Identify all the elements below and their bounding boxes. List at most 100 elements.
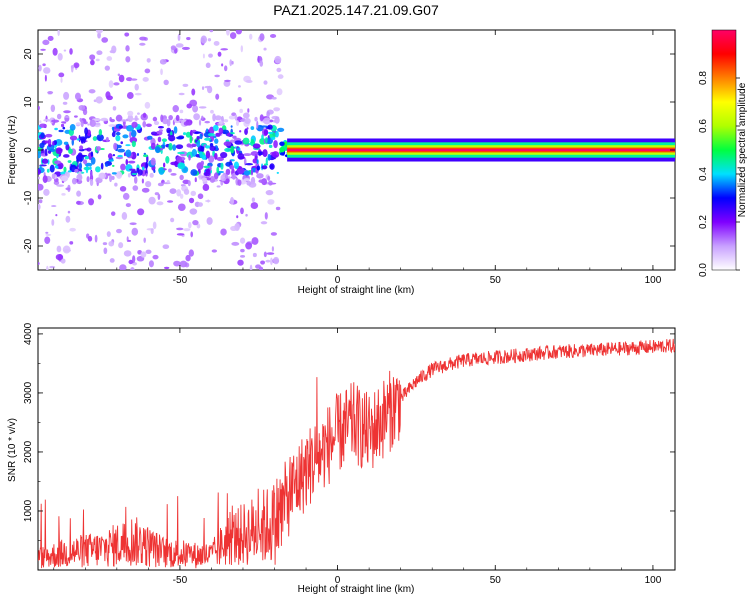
spectrogram-speckle <box>76 190 82 197</box>
spectrogram-speckle <box>172 144 177 151</box>
spectrogram-speckle <box>190 190 197 197</box>
chart-element <box>38 30 675 270</box>
spectrogram-speckle <box>239 130 242 133</box>
spectrogram-speckle <box>237 179 242 186</box>
spectrogram-speckle <box>60 77 63 83</box>
spectrogram-speckle <box>272 256 280 265</box>
spectrogram-speckle <box>113 142 118 151</box>
spectrogram-speckle <box>100 117 109 122</box>
spectrogram-speckle <box>267 131 274 135</box>
spectrogram-speckle <box>208 155 215 163</box>
spectrogram-speckle <box>176 156 182 163</box>
snr-xtick-label: 0 <box>335 575 341 586</box>
spectrogram-speckle <box>175 43 184 48</box>
spectrogram-speckle <box>57 53 63 61</box>
spectrogram-speckle <box>115 228 122 234</box>
spectrogram-speckle <box>223 80 231 87</box>
spectrogram-speckle <box>231 60 234 65</box>
spectrogram-speckle <box>236 167 245 175</box>
spectrogram-speckle <box>95 58 100 62</box>
spectrogram-speckle <box>270 232 278 236</box>
spectrogram-speckle <box>54 127 58 131</box>
spectrogram-speckle <box>228 176 231 179</box>
spectrogram-xtick-label: 0 <box>335 275 341 286</box>
spectrogram-speckle <box>152 116 158 122</box>
spectrogram-speckle <box>157 193 161 200</box>
spectrogram-speckle <box>206 85 213 94</box>
spectrogram-speckle <box>84 127 89 135</box>
spectrogram-speckle <box>163 79 169 86</box>
spectrogram-speckle <box>220 228 227 236</box>
spectrogram-speckle <box>110 211 116 216</box>
spectrogram-speckle <box>214 138 219 144</box>
spectrogram-speckle <box>231 112 237 116</box>
spectrogram-speckle <box>205 199 211 202</box>
spectrogram-xtick-label: -50 <box>173 275 188 286</box>
spectrogram-speckle <box>38 168 41 175</box>
spectrogram-speckle <box>51 219 55 226</box>
spectrogram-speckle <box>90 170 93 179</box>
spectrogram-speckle <box>240 45 244 53</box>
spectrogram-speckle <box>214 115 222 121</box>
spectrogram-speckle <box>229 32 237 40</box>
spectrogram-speckle <box>243 170 251 176</box>
spectrogram-speckle <box>265 259 271 263</box>
spectrogram-speckle <box>44 74 47 82</box>
spectrogram-speckle <box>51 119 60 123</box>
spectrogram-speckle <box>104 65 110 71</box>
spectrogram-speckle <box>75 122 82 126</box>
spectrogram-speckle <box>245 79 253 83</box>
spectrogram-speckle <box>168 114 173 121</box>
spectrogram-speckle <box>212 124 219 132</box>
spectrogram-xlabel: Height of straight line (km) <box>298 285 415 296</box>
spectrogram-speckle <box>45 231 49 234</box>
spectrogram-speckle <box>63 166 67 173</box>
spectrogram-speckle <box>262 117 271 125</box>
snr-ytick-label: 3000 <box>23 381 34 404</box>
spectrogram-speckle <box>170 173 177 176</box>
spectrogram-speckle <box>158 167 165 175</box>
snr-ytick-label: 2000 <box>23 440 34 463</box>
spectrogram-speckle <box>50 104 56 113</box>
spectrogram-speckle <box>116 171 123 179</box>
spectrogram-speckle <box>156 201 164 206</box>
spectrogram-speckle <box>54 165 59 169</box>
spectrogram-speckle <box>60 123 65 128</box>
spectrogram-speckle <box>150 228 154 235</box>
spectrogram-speckle <box>127 110 134 117</box>
spectrogram-speckle <box>218 127 224 135</box>
spectrogram-speckle <box>145 249 152 255</box>
spectrogram-speckle <box>276 67 282 73</box>
spectrogram-speckle <box>144 101 151 109</box>
spectrogram-speckle <box>245 242 253 250</box>
spectrogram-speckle <box>78 104 86 111</box>
spectrogram-speckle <box>45 133 53 138</box>
spectrogram-speckle <box>120 163 126 171</box>
spectrogram-speckle <box>162 244 170 250</box>
spectrogram-speckle <box>63 91 70 100</box>
spectrogram-speckle <box>185 131 192 138</box>
spectrogram-speckle <box>62 245 71 254</box>
spectrogram-speckle <box>220 174 227 182</box>
spectrogram-speckle <box>148 260 154 268</box>
spectrogram-speckle <box>263 47 267 51</box>
colorbar-tick-label: 0.0 <box>698 263 709 277</box>
spectrogram-speckle <box>229 59 233 67</box>
spectrogram-speckle <box>44 140 49 144</box>
spectrogram-speckle <box>264 137 268 144</box>
spectrogram-speckle <box>182 83 189 87</box>
spectrogram-speckle <box>142 120 147 128</box>
spectrogram-speckle <box>82 108 88 116</box>
spectrogram-speckle <box>109 174 113 183</box>
spectrogram-speckle <box>87 235 93 242</box>
spectrogram-speckle <box>40 48 46 51</box>
spectrogram-speckle <box>168 168 172 173</box>
spectrogram-speckle <box>229 139 236 143</box>
spectrogram-speckle <box>254 116 258 122</box>
snr-series <box>38 338 675 569</box>
spectrogram-speckle <box>237 259 244 266</box>
spectrogram-speckle <box>191 129 197 133</box>
spectrogram-speckle <box>141 166 145 171</box>
spectrogram-speckle <box>80 120 84 128</box>
